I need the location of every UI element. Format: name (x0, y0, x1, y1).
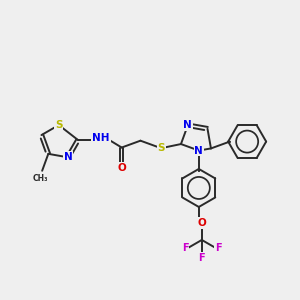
Text: O: O (117, 163, 126, 172)
Text: F: F (182, 243, 188, 254)
Text: S: S (158, 142, 165, 152)
Text: N: N (64, 152, 72, 162)
Text: F: F (215, 243, 222, 254)
Text: N: N (183, 120, 192, 130)
Text: F: F (199, 253, 205, 263)
Text: CH₃: CH₃ (32, 174, 48, 183)
Text: S: S (55, 120, 62, 130)
Text: NH: NH (92, 133, 110, 143)
Text: O: O (197, 218, 206, 228)
Text: N: N (194, 146, 203, 155)
